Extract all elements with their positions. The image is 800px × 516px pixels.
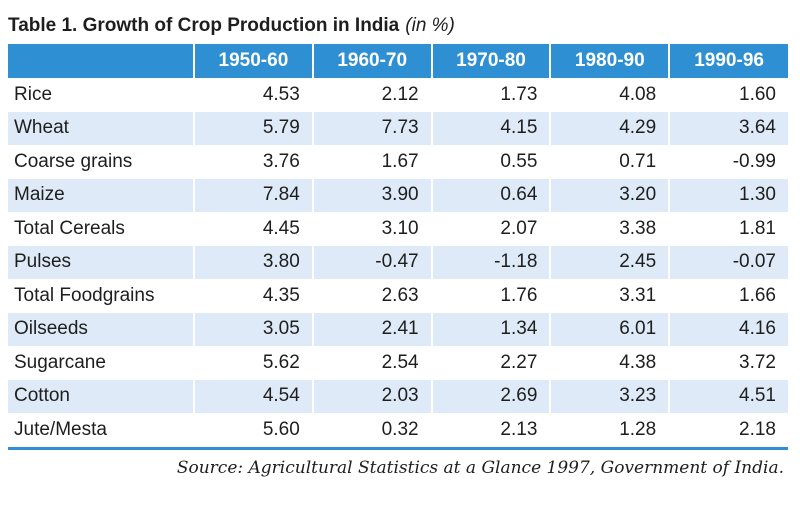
value-cell: 3.76 <box>193 145 313 179</box>
table-title-text: Table 1. Growth of Crop Production in In… <box>8 15 400 36</box>
source-note: Source: Agricultural Statistics at a Gla… <box>176 457 784 478</box>
value-cell: 2.03 <box>311 379 432 413</box>
value-cell: 1.73 <box>430 78 551 112</box>
value-cell: 1.66 <box>668 279 788 313</box>
value-cell: 3.05 <box>193 312 313 346</box>
table-row: Total Foodgrains 4.35 2.63 1.76 3.31 1.66 <box>8 279 788 313</box>
header-row: 1950-60 1960-70 1970-80 1980-90 1990-96 <box>8 44 788 78</box>
value-cell: 1.81 <box>668 212 788 246</box>
value-cell: 4.16 <box>668 312 788 346</box>
value-cell: 4.15 <box>430 111 551 145</box>
row-label: Total Foodgrains <box>8 279 194 313</box>
value-cell: 5.79 <box>193 111 313 145</box>
value-cell: 0.32 <box>311 413 432 447</box>
table-row: Oilseeds 3.05 2.41 1.34 6.01 4.16 <box>8 312 788 346</box>
value-cell: 0.64 <box>430 178 551 212</box>
table-row: Sugarcane 5.62 2.54 2.27 4.38 3.72 <box>8 346 788 380</box>
value-cell: 2.69 <box>430 379 551 413</box>
header-cell: 1990-96 <box>668 44 788 78</box>
document-page: Table 1. Growth of Crop Production in In… <box>8 8 788 478</box>
header-cell: 1950-60 <box>193 44 313 78</box>
row-label: Wheat <box>8 111 194 145</box>
value-cell: 3.31 <box>549 279 670 313</box>
value-cell: 2.63 <box>311 279 432 313</box>
table-title-unit: (in %) <box>405 15 455 36</box>
value-cell: 7.84 <box>193 178 313 212</box>
value-cell: -0.99 <box>668 145 788 179</box>
row-label: Maize <box>8 178 194 212</box>
table-row: Coarse grains 3.76 1.67 0.55 0.71 -0.99 <box>8 145 788 179</box>
value-cell: 3.20 <box>549 178 670 212</box>
table-title: Table 1. Growth of Crop Production in In… <box>8 8 788 44</box>
value-cell: -0.47 <box>311 245 432 279</box>
value-cell: 7.73 <box>311 111 432 145</box>
row-label: Oilseeds <box>8 312 194 346</box>
value-cell: 3.64 <box>668 111 788 145</box>
table-bottom-rule <box>8 446 788 450</box>
value-cell: -0.07 <box>668 245 788 279</box>
value-cell: 2.45 <box>549 245 670 279</box>
crop-growth-table: 1950-60 1960-70 1970-80 1980-90 1990-96 … <box>8 44 788 447</box>
value-cell: 1.30 <box>668 178 788 212</box>
value-cell: 4.29 <box>549 111 670 145</box>
value-cell: 2.18 <box>668 413 788 447</box>
value-cell: 5.60 <box>193 413 313 447</box>
header-cell-blank <box>8 44 194 78</box>
row-label: Sugarcane <box>8 346 194 380</box>
value-cell: 4.54 <box>193 379 313 413</box>
value-cell: -1.18 <box>430 245 551 279</box>
value-cell: 2.54 <box>311 346 432 380</box>
table-row: Wheat 5.79 7.73 4.15 4.29 3.64 <box>8 111 788 145</box>
value-cell: 2.07 <box>430 212 551 246</box>
value-cell: 4.51 <box>668 379 788 413</box>
value-cell: 4.08 <box>549 78 670 112</box>
value-cell: 4.45 <box>193 212 313 246</box>
value-cell: 0.71 <box>549 145 670 179</box>
row-label: Total Cereals <box>8 212 194 246</box>
value-cell: 3.72 <box>668 346 788 380</box>
value-cell: 3.90 <box>311 178 432 212</box>
value-cell: 3.10 <box>311 212 432 246</box>
row-label: Jute/Mesta <box>8 413 194 447</box>
value-cell: 2.12 <box>311 78 432 112</box>
value-cell: 6.01 <box>549 312 670 346</box>
value-cell: 2.13 <box>430 413 551 447</box>
value-cell: 2.41 <box>311 312 432 346</box>
value-cell: 1.76 <box>430 279 551 313</box>
value-cell: 5.62 <box>193 346 313 380</box>
table-row: Maize 7.84 3.90 0.64 3.20 1.30 <box>8 178 788 212</box>
value-cell: 4.35 <box>193 279 313 313</box>
value-cell: 1.34 <box>430 312 551 346</box>
table-row: Jute/Mesta 5.60 0.32 2.13 1.28 2.18 <box>8 413 788 447</box>
value-cell: 1.60 <box>668 78 788 112</box>
value-cell: 1.28 <box>549 413 670 447</box>
header-cell: 1980-90 <box>549 44 670 78</box>
table-row: Pulses 3.80 -0.47 -1.18 2.45 -0.07 <box>8 245 788 279</box>
header-cell: 1960-70 <box>311 44 432 78</box>
value-cell: 3.23 <box>549 379 670 413</box>
table-row: Rice 4.53 2.12 1.73 4.08 1.60 <box>8 78 788 112</box>
value-cell: 3.38 <box>549 212 670 246</box>
table-header: 1950-60 1960-70 1970-80 1980-90 1990-96 <box>8 44 788 78</box>
value-cell: 4.38 <box>549 346 670 380</box>
header-cell: 1970-80 <box>430 44 551 78</box>
value-cell: 1.67 <box>311 145 432 179</box>
value-cell: 3.80 <box>193 245 313 279</box>
row-label: Rice <box>8 78 194 112</box>
table-body: Rice 4.53 2.12 1.73 4.08 1.60 Wheat 5.79 7.73 4.1… <box>8 78 788 447</box>
table-row: Total Cereals 4.45 3.10 2.07 3.38 1.81 <box>8 212 788 246</box>
row-label: Cotton <box>8 379 194 413</box>
value-cell: 2.27 <box>430 346 551 380</box>
table-row: Cotton 4.54 2.03 2.69 3.23 4.51 <box>8 379 788 413</box>
row-label: Pulses <box>8 245 194 279</box>
value-cell: 4.53 <box>193 78 313 112</box>
row-label: Coarse grains <box>8 145 194 179</box>
value-cell: 0.55 <box>430 145 551 179</box>
